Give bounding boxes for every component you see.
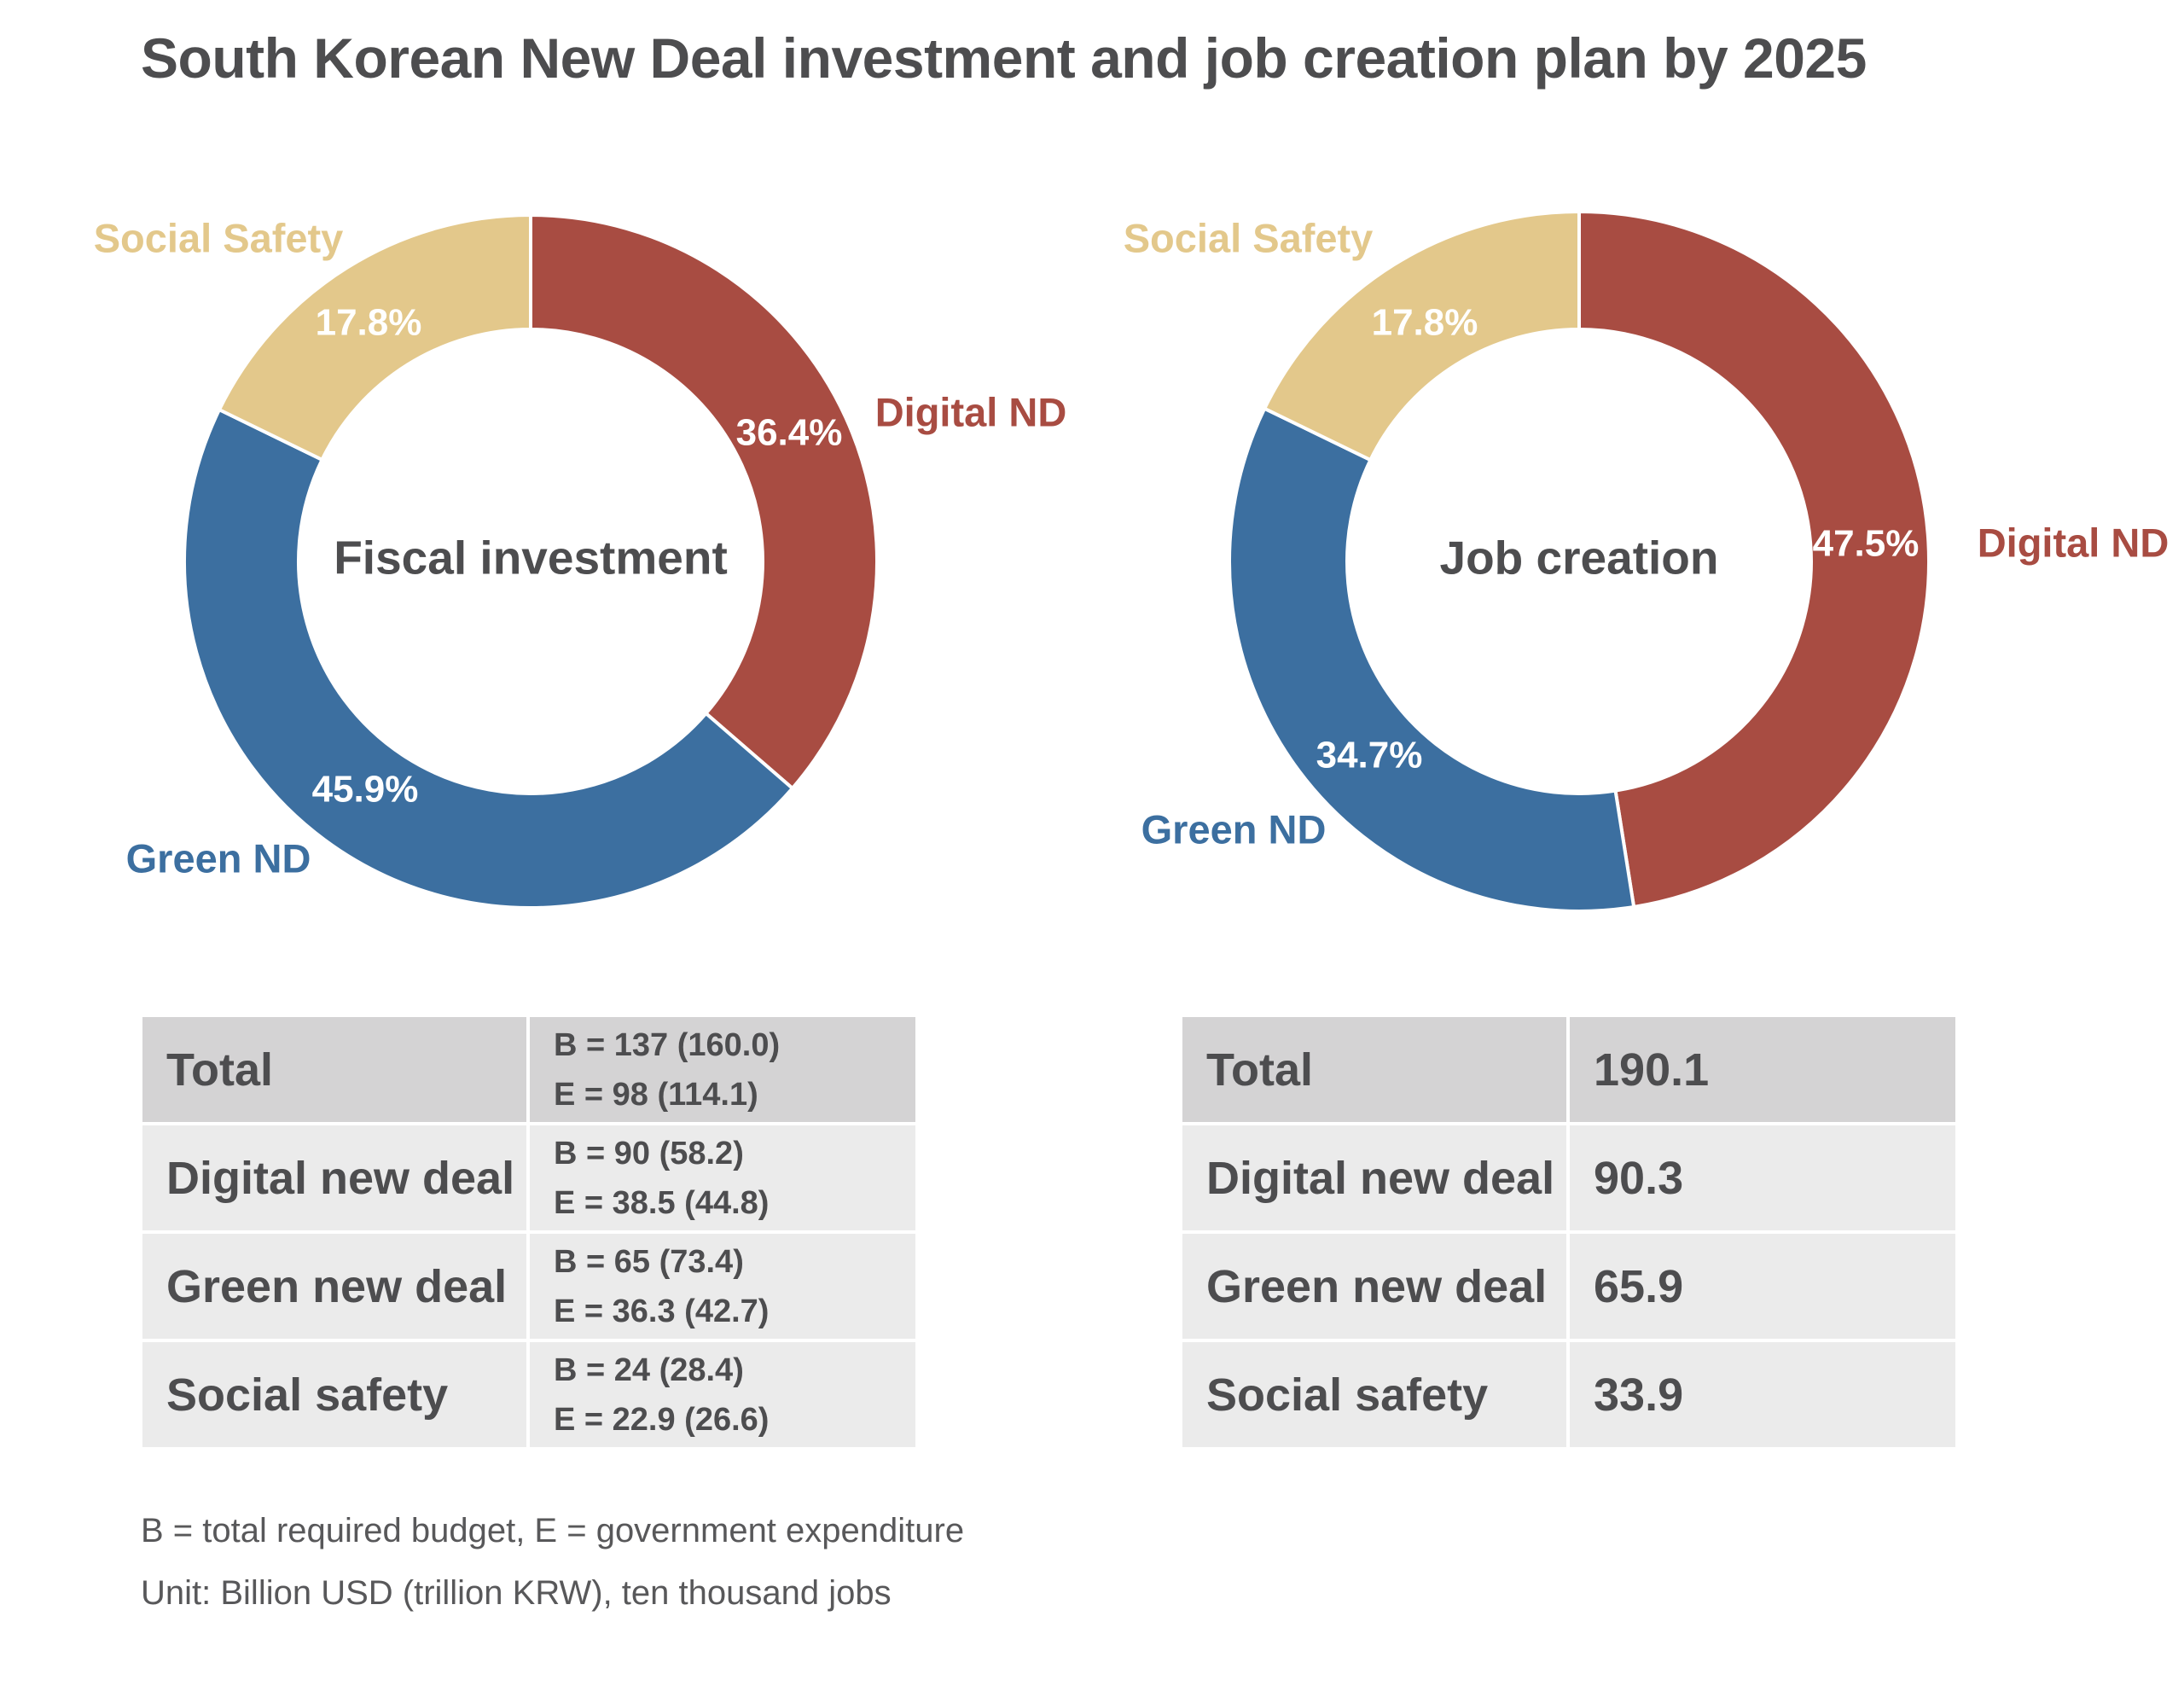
page-title: South Korean New Deal investment and job… [141,26,1867,90]
social-safety-value-label: 17.8% [316,302,422,344]
row-label: Total [1179,1014,1570,1125]
table-row: Digital new deal 90.3 [1179,1122,1959,1234]
definition-note: B = total required budget, E = governmen… [141,1512,965,1549]
expenditure-value: E = 36.3 (42.7) [554,1293,770,1329]
table-row: Green new deal B = 65 (73.4) E = 36.3 (42… [139,1230,919,1342]
social-safety-category-label: Social Safety [1124,215,1374,260]
row-value: 33.9 [1566,1339,1959,1451]
row-label: Social safety [1179,1339,1570,1451]
table-row: Total 190.1 [1179,1014,1959,1125]
table-row: Digital new deal B = 90 (58.2) E = 38.5 (… [139,1122,919,1234]
donut-center-label: Fiscal investment [334,532,728,584]
job-creation-table: Total 190.1 Digital new deal 90.3 Green … [1179,1014,1959,1451]
donut-charts: 36.4% 45.9% 17.8% Digital ND Green ND Social … [93,209,2169,913]
digital-nd-value-label: 47.5% [1813,523,1920,565]
social-safety-value-label: 17.8% [1372,302,1478,344]
social-safety-segment [1262,209,1581,462]
expenditure-value: E = 98 (114.1) [554,1076,758,1113]
row-label: Total [139,1014,530,1125]
table-row: Social safety B = 24 (28.4) E = 22.9 (26.… [139,1339,919,1451]
green-nd-category-label: Green ND [126,835,311,881]
fiscal-investment-table: Total B = 137 (160.0) E = 98 (114.1) Digi… [139,1014,919,1451]
row-label: Digital new deal [1179,1122,1570,1234]
social-safety-category-label: Social Safety [94,215,344,260]
budget-value: B = 137 (160.0) [554,1026,781,1063]
row-label: Green new deal [139,1230,530,1342]
budget-value: B = 24 (28.4) [554,1352,744,1388]
green-nd-value-label: 45.9% [312,769,419,811]
budget-value: B = 90 (58.2) [554,1135,744,1171]
green-nd-category-label: Green ND [1141,806,1327,852]
budget-expenditure-cell: B = 90 (58.2) E = 38.5 (44.8) [526,1122,919,1234]
budget-expenditure-cell: B = 24 (28.4) E = 22.9 (26.6) [526,1339,919,1451]
table-row: Social safety 33.9 [1179,1339,1959,1451]
green-nd-segment [1227,406,1636,913]
budget-value: B = 65 (73.4) [554,1243,744,1280]
green-nd-value-label: 34.7% [1316,735,1423,776]
table-row: Green new deal 65.9 [1179,1230,1959,1342]
row-value: 65.9 [1566,1230,1959,1342]
row-label: Social safety [139,1339,530,1451]
green-nd-segment [183,407,795,910]
budget-expenditure-cell: B = 137 (160.0) E = 98 (114.1) [526,1014,919,1125]
job-creation-donut: 47.5% 34.7% 17.8% Digital ND Green ND Social … [1124,209,2169,913]
unit-note: Unit: Billion USD (trillion KRW), ten th… [141,1574,892,1612]
digital-nd-segment [1577,209,1931,910]
row-value: 90.3 [1566,1122,1959,1234]
digital-nd-value-label: 36.4% [736,412,843,454]
expenditure-value: E = 22.9 (26.6) [554,1401,770,1438]
donut-center-label: Job creation [1439,532,1718,584]
digital-nd-category-label: Digital ND [1978,520,2169,565]
row-label: Digital new deal [139,1122,530,1234]
digital-nd-category-label: Digital ND [875,389,1067,434]
fiscal-investment-donut: 36.4% 45.9% 17.8% Digital ND Green ND Social … [94,212,1067,910]
digital-nd-segment [529,212,879,791]
row-value: 190.1 [1566,1014,1959,1125]
social-safety-segment [217,212,532,462]
table-row: Total B = 137 (160.0) E = 98 (114.1) [139,1014,919,1125]
row-label: Green new deal [1179,1230,1570,1342]
expenditure-value: E = 38.5 (44.8) [554,1184,770,1221]
budget-expenditure-cell: B = 65 (73.4) E = 36.3 (42.7) [526,1230,919,1342]
